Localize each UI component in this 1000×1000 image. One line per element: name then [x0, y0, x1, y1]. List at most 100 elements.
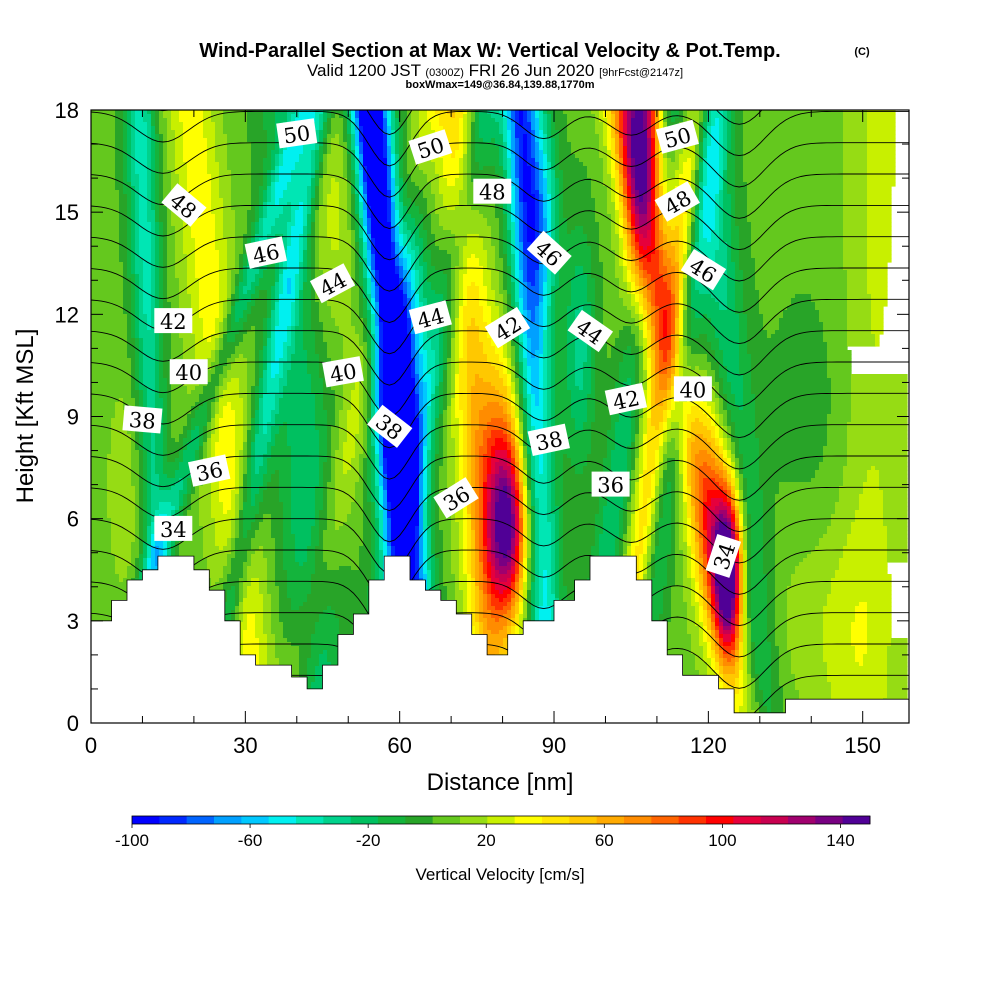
w-cell: [391, 218, 396, 223]
w-cell: [607, 134, 612, 139]
w-cell: [703, 166, 708, 171]
w-cell: [639, 222, 648, 227]
w-cell: [631, 262, 636, 267]
w-cell: [655, 290, 672, 295]
w-cell: [407, 274, 412, 279]
w-cell: [123, 178, 128, 183]
w-cell: [155, 190, 160, 195]
w-cell: [751, 230, 844, 235]
w-cell: [475, 158, 500, 163]
w-cell: [455, 110, 464, 115]
w-cell: [527, 222, 536, 227]
w-cell: [743, 178, 844, 183]
w-cell: [519, 174, 524, 179]
w-cell: [163, 182, 172, 187]
w-cell: [719, 182, 724, 187]
w-cell: [123, 182, 132, 187]
w-cell: [139, 206, 148, 211]
w-cell: [91, 282, 124, 287]
w-cell: [539, 198, 544, 203]
w-cell: [267, 194, 272, 199]
w-cell: [663, 170, 668, 175]
w-cell: [135, 298, 140, 303]
w-cell: [695, 170, 700, 175]
w-cell: [351, 266, 356, 271]
w-cell: [631, 214, 636, 219]
w-cell: [495, 258, 504, 263]
w-cell: [279, 162, 284, 167]
w-cell: [423, 238, 428, 243]
w-cell: [151, 154, 156, 159]
w-cell: [559, 266, 576, 271]
w-cell: [619, 194, 624, 199]
w-cell: [295, 314, 300, 319]
w-cell: [511, 206, 516, 211]
w-cell: [435, 198, 444, 203]
w-cell: [359, 294, 364, 299]
w-cell: [151, 194, 156, 199]
w-cell: [319, 254, 352, 259]
w-cell: [735, 298, 744, 303]
w-cell: [223, 122, 248, 127]
w-cell: [627, 270, 632, 275]
w-cell: [151, 250, 156, 255]
w-cell: [683, 170, 692, 175]
w-cell: [407, 250, 416, 255]
w-cell: [91, 270, 124, 275]
w-cell: [251, 202, 260, 207]
w-cell: [683, 110, 688, 115]
w-cell: [159, 298, 164, 303]
w-cell: [303, 202, 308, 207]
w-cell: [495, 202, 500, 207]
w-cell: [331, 138, 340, 143]
w-cell: [275, 218, 292, 223]
w-cell: [283, 290, 288, 295]
w-cell: [311, 126, 320, 131]
w-cell: [603, 126, 608, 131]
w-cell: [315, 222, 320, 227]
w-cell: [419, 258, 424, 263]
w-cell: [623, 150, 628, 155]
w-cell: [327, 130, 332, 135]
w-cell: [843, 230, 868, 235]
w-cell: [867, 138, 896, 143]
w-cell: [159, 286, 164, 291]
w-cell: [331, 118, 344, 123]
w-cell: [91, 178, 116, 183]
w-cell: [507, 202, 512, 207]
w-cell: [127, 234, 132, 239]
w-cell: [723, 190, 728, 195]
w-cell: [699, 138, 704, 143]
w-cell: [535, 306, 540, 311]
w-cell: [543, 114, 548, 119]
w-cell: [559, 138, 568, 143]
w-cell: [703, 150, 708, 155]
w-cell: [519, 138, 524, 143]
w-cell: [123, 270, 128, 275]
w-cell: [539, 262, 544, 267]
w-cell: [431, 186, 440, 191]
w-cell: [515, 218, 520, 223]
w-cell: [735, 222, 752, 227]
w-cell: [407, 138, 412, 143]
w-cell: [503, 138, 508, 143]
w-cell: [723, 110, 728, 115]
w-cell: [367, 302, 372, 307]
w-cell: [499, 126, 504, 131]
w-cell: [235, 230, 248, 235]
w-cell: [659, 166, 664, 171]
w-cell: [627, 274, 632, 279]
w-cell: [367, 290, 372, 295]
w-cell: [643, 282, 648, 287]
w-cell: [587, 290, 596, 295]
w-cell: [327, 158, 344, 163]
w-cell: [359, 138, 364, 143]
w-cell: [499, 274, 504, 279]
w-cell: [667, 162, 680, 167]
w-cell: [235, 262, 240, 267]
w-cell: [243, 270, 248, 275]
w-cell: [743, 270, 756, 275]
w-cell: [467, 202, 496, 207]
w-cell: [119, 238, 128, 243]
w-cell: [431, 258, 452, 263]
